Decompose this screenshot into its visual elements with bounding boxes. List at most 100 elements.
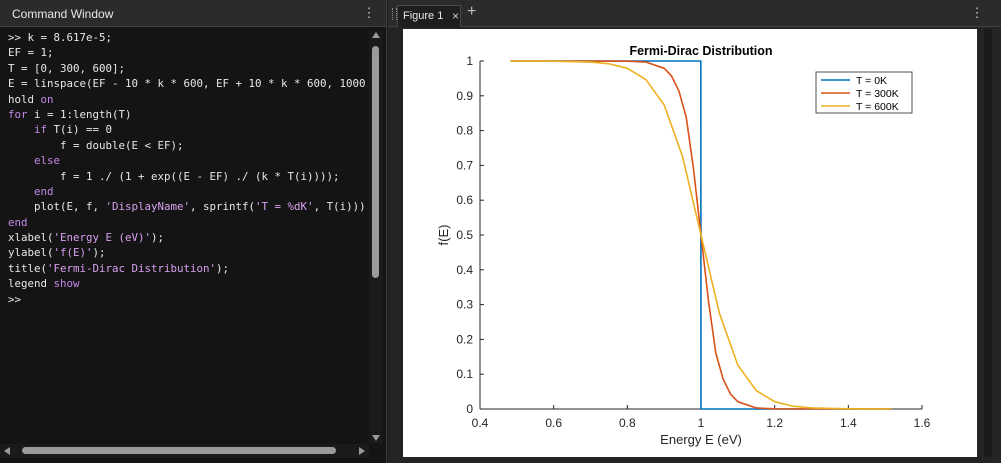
code-string: 'f(E)'	[53, 246, 93, 260]
command-window-code[interactable]: >> k = 8.617e-5; EF = 1; T = [0, 300, 600]…	[8, 30, 370, 442]
code-line: T = [0, 300, 600];	[8, 61, 370, 76]
code-line: if T(i) == 0	[8, 122, 370, 137]
code-line: xlabel('Energy E (eV)');	[8, 230, 370, 245]
code-line: plot(E, f, 'DisplayName', sprintf('T = %…	[8, 199, 370, 214]
x-tick-label: 1.6	[914, 416, 931, 430]
code-line: f = 1 ./ (1 + exp((E - EF) ./ (k * T(i))…	[8, 169, 370, 184]
y-tick-label: 0.5	[456, 228, 473, 242]
code-line: E = linspace(EF - 10 * k * 600, EF + 10 …	[8, 76, 370, 91]
y-tick-label: 0.6	[456, 193, 473, 207]
code-text: hold	[8, 92, 41, 106]
legend-entry: T = 600K	[856, 101, 899, 113]
command-window[interactable]: Command Window ⋮ >> k = 8.617e-5; EF = 1;…	[0, 0, 387, 463]
code-line: for i = 1:length(T)	[8, 107, 370, 122]
code-text: T = [0, 300, 600];	[8, 61, 126, 75]
code-text: EF = 1;	[8, 46, 54, 60]
x-tick-label: 1.4	[840, 416, 857, 430]
scroll-right-arrow-icon[interactable]	[359, 447, 365, 455]
vertical-ellipsis-icon[interactable]: ⋮	[362, 5, 376, 20]
vertical-scroll-thumb[interactable]	[372, 46, 379, 278]
drag-grip-icon[interactable]	[392, 8, 397, 20]
y-tick-label: 0.7	[456, 158, 473, 172]
code-text: f = 1 ./ (1 + exp((E - EF) ./ (k * T(i))…	[8, 169, 340, 183]
code-line: EF = 1;	[8, 45, 370, 60]
command-window-title: Command Window	[12, 7, 114, 21]
code-line: else	[8, 153, 370, 168]
x-axis-label: Energy E (eV)	[660, 432, 742, 447]
code-line: >>	[8, 292, 370, 307]
tab-figure-1[interactable]: Figure 1 ×	[397, 5, 461, 27]
code-string: 'Energy E (eV)'	[53, 231, 152, 245]
code-string: 'T = %dK'	[255, 200, 314, 214]
code-text	[8, 185, 34, 198]
code-text: i = 1:length(T)	[27, 107, 132, 121]
code-line: ylabel('f(E)');	[8, 245, 370, 260]
code-text: xlabel(	[8, 231, 54, 245]
y-tick-label: 0	[466, 402, 473, 416]
command-window-header: Command Window ⋮	[0, 0, 386, 27]
y-tick-label: 0.8	[456, 124, 473, 138]
plus-icon[interactable]: +	[467, 3, 477, 20]
x-tick-label: 1	[698, 416, 705, 430]
scroll-left-arrow-icon[interactable]	[4, 447, 10, 455]
figure-canvas[interactable]: 0.4 0.6 0.8 1 1.2 1.4 1.6 0 0.1 0.2 0.3 0.4 0.5 0.6 0.…	[403, 29, 977, 457]
code-keyword: end	[8, 215, 28, 229]
code-keyword: show	[53, 277, 80, 291]
legend-entry: T = 0K	[856, 75, 887, 87]
code-text	[8, 123, 34, 136]
code-text: legend	[8, 277, 54, 291]
code-text: ylabel(	[8, 246, 54, 260]
x-tick-label: 0.6	[545, 416, 562, 430]
code-line: f = double(E < EF);	[8, 138, 370, 153]
code-text: title(	[8, 261, 48, 275]
tab-label: Figure 1	[403, 10, 444, 22]
figure-side-edge	[984, 29, 992, 457]
y-tick-label: 1	[466, 54, 473, 68]
code-line: >> k = 8.617e-5;	[8, 30, 370, 45]
code-text: T(i) == 0	[47, 123, 113, 137]
code-string: 'DisplayName'	[105, 200, 191, 214]
code-string: 'Fermi-Dirac Distribution'	[47, 261, 217, 275]
y-tick-label: 0.1	[456, 367, 473, 381]
code-line: end	[8, 184, 370, 199]
code-text: );	[216, 261, 230, 275]
code-line: end	[8, 215, 370, 230]
code-text: );	[151, 231, 165, 245]
code-line: legend show	[8, 276, 370, 291]
code-keyword: if	[34, 123, 48, 137]
vertical-ellipsis-icon[interactable]: ⋮	[970, 5, 984, 20]
code-line: title('Fermi-Dirac Distribution');	[8, 261, 370, 276]
code-text	[8, 154, 34, 167]
code-text: , sprintf(	[190, 200, 256, 214]
code-text: >> k = 8.617e-5;	[8, 31, 113, 44]
horizontal-scroll-thumb[interactable]	[22, 447, 336, 454]
chart[interactable]: 0.4 0.6 0.8 1 1.2 1.4 1.6 0 0.1 0.2 0.3 0.4 0.5 0.6 0.…	[403, 29, 977, 457]
scroll-up-arrow-icon[interactable]	[372, 32, 380, 38]
figure-header: Figure 1 × + ⋮	[388, 0, 1001, 27]
chart-title: Fermi-Dirac Distribution	[629, 44, 772, 58]
x-tick-label: 0.8	[619, 416, 636, 430]
horizontal-scrollbar[interactable]	[0, 444, 369, 458]
code-text: E = linspace(EF - 10 * k * 600, EF + 10 …	[8, 77, 366, 91]
code-text: );	[92, 246, 106, 260]
code-text: plot(E, f,	[8, 200, 106, 214]
code-text: f = double(E < EF);	[8, 138, 184, 152]
code-keyword: on	[40, 92, 54, 106]
x-tick-label: 0.4	[472, 416, 489, 430]
y-tick-label: 0.2	[456, 332, 473, 346]
y-axis-label: f(E)	[436, 225, 451, 246]
code-keyword: else	[34, 154, 61, 168]
code-text: >>	[8, 292, 22, 306]
figure-panel: Figure 1 × + ⋮ 0.4 0.6 0.8 1 1.2 1.4 1.6 0 0.1 0.…	[388, 0, 1001, 463]
close-icon[interactable]: ×	[452, 9, 460, 23]
code-line: hold on	[8, 92, 370, 107]
legend-entry: T = 300K	[856, 88, 899, 100]
scroll-down-arrow-icon[interactable]	[372, 435, 380, 441]
vertical-scrollbar[interactable]	[369, 30, 383, 444]
y-tick-label: 0.9	[456, 89, 473, 103]
code-keyword: end	[34, 184, 54, 198]
y-tick-label: 0.4	[456, 263, 473, 277]
x-tick-label: 1.2	[766, 416, 783, 430]
code-keyword: for	[8, 107, 28, 121]
y-tick-label: 0.3	[456, 298, 473, 312]
